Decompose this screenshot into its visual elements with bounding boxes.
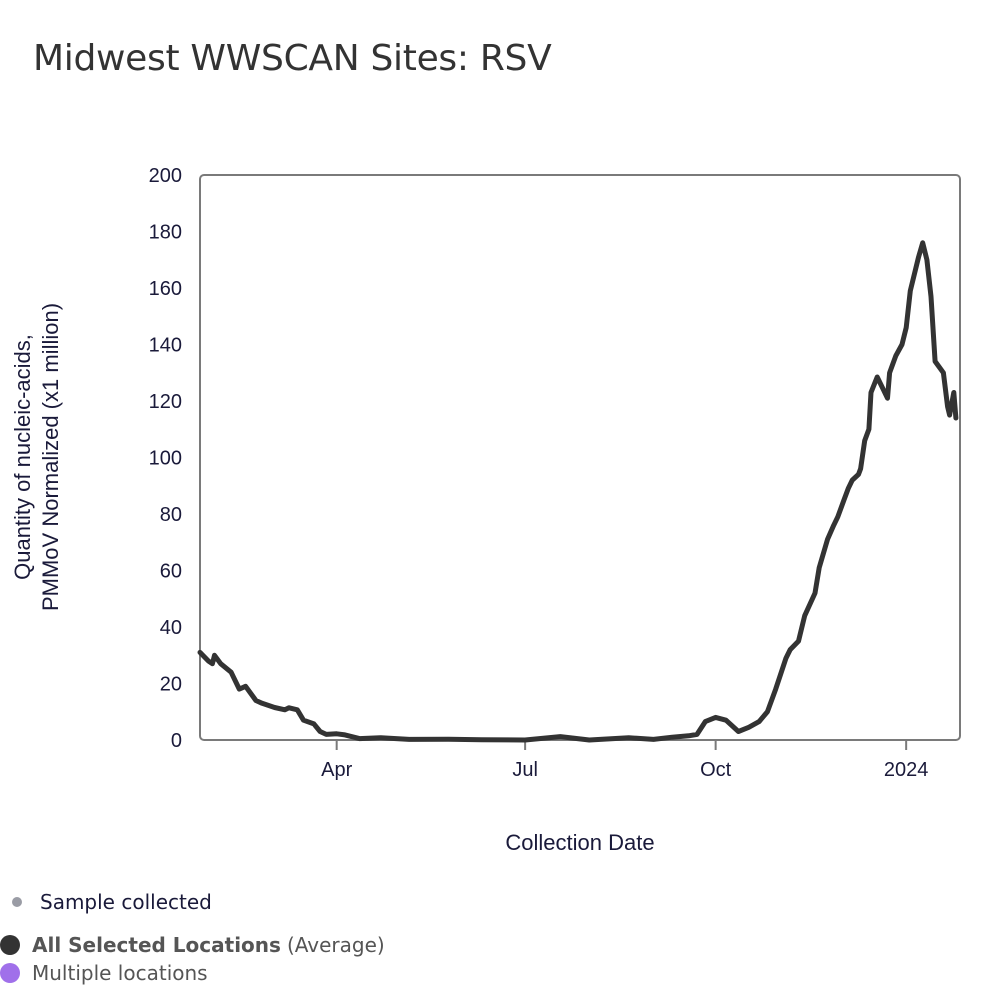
y-tick-label: 80 (160, 504, 182, 526)
legend-item-average[interactable]: All Selected Locations (Average) (0, 933, 385, 957)
x-tick-label: 2024 (884, 759, 929, 781)
legend-label: Sample collected (40, 890, 212, 914)
y-tick-label: 40 (160, 617, 182, 639)
legend-item-sample-collected[interactable]: Sample collected (12, 890, 212, 914)
y-tick-label: 200 (149, 165, 182, 187)
y-tick-label: 120 (149, 391, 182, 413)
y-tick-label: 180 (149, 222, 182, 244)
y-tick-label: 0 (171, 730, 182, 752)
y-axis-title-line-2: PMMoV Normalized (x1 million) (38, 303, 63, 611)
legend-label-suffix: (Average) (286, 933, 385, 957)
multiple-dot-icon (0, 963, 20, 983)
x-axis: Apr Jul Oct 2024 (321, 740, 928, 781)
y-tick-label: 60 (160, 561, 182, 583)
y-axis-title: Quantity of nucleic-acids, PMMoV Normali… (10, 303, 63, 611)
plot-frame (199, 174, 961, 741)
chart-title: Midwest WWSCAN Sites: RSV (33, 38, 552, 79)
y-tick-label: 20 (160, 674, 182, 696)
legend-item-multiple-locations[interactable]: Multiple locations (0, 961, 208, 985)
y-tick-label: 160 (149, 278, 182, 300)
x-axis-title: Collection Date (505, 830, 654, 855)
series-line-average[interactable] (197, 240, 959, 743)
y-tick-label: 100 (149, 448, 182, 470)
legend-label: Multiple locations (32, 961, 208, 985)
legend-label-bold: All Selected Locations (32, 933, 281, 957)
x-tick-label: Apr (321, 759, 352, 781)
y-tick-label: 140 (149, 335, 182, 357)
series-layer (197, 240, 959, 743)
x-tick-label: Jul (512, 759, 538, 781)
sample-dot-icon (12, 897, 22, 907)
average-dot-icon (0, 935, 20, 955)
y-axis-title-line-1: Quantity of nucleic-acids, (10, 334, 35, 580)
y-axis: 0 20 40 60 80 100 120 140 160 180 200 (149, 165, 182, 752)
x-tick-label: Oct (700, 759, 732, 781)
